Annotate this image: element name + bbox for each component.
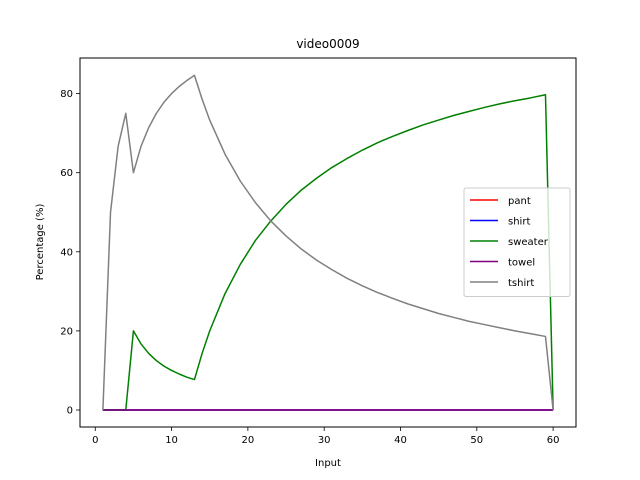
x-tick-label: 30 — [318, 435, 331, 446]
x-tick-label: 60 — [547, 435, 560, 446]
x-tick-label: 10 — [165, 435, 178, 446]
y-tick-label: 40 — [60, 247, 73, 258]
legend-label-pant: pant — [508, 196, 531, 207]
y-tick-label: 80 — [60, 89, 73, 100]
legend: pant shirt sweater towel tshirt — [463, 187, 571, 297]
x-tick-label: 0 — [92, 435, 98, 446]
series-line-tshirt — [102, 74, 554, 411]
x-axis-label: Input — [315, 458, 341, 469]
plot-lines — [102, 74, 554, 411]
x-tick-label: 40 — [394, 435, 407, 446]
legend-label-sweater: sweater — [508, 237, 549, 248]
y-axis-ticks: 0 20 40 60 80 — [60, 89, 80, 416]
legend-label-towel: towel — [508, 258, 535, 269]
x-axis-ticks: 0 10 20 30 40 50 60 — [92, 427, 559, 446]
y-axis-label: Percentage (%) — [35, 204, 46, 281]
series-line-sweater — [102, 94, 554, 411]
y-tick-label: 60 — [60, 168, 73, 179]
x-tick-label: 20 — [242, 435, 255, 446]
x-tick-label: 50 — [470, 435, 483, 446]
legend-label-shirt: shirt — [508, 217, 530, 228]
plot-frame — [79, 57, 577, 428]
y-tick-label: 0 — [67, 405, 73, 416]
legend-box — [463, 187, 571, 297]
chart-title: video0009 — [296, 37, 359, 51]
y-tick-label: 20 — [60, 326, 73, 337]
legend-label-tshirt: tshirt — [508, 278, 534, 289]
